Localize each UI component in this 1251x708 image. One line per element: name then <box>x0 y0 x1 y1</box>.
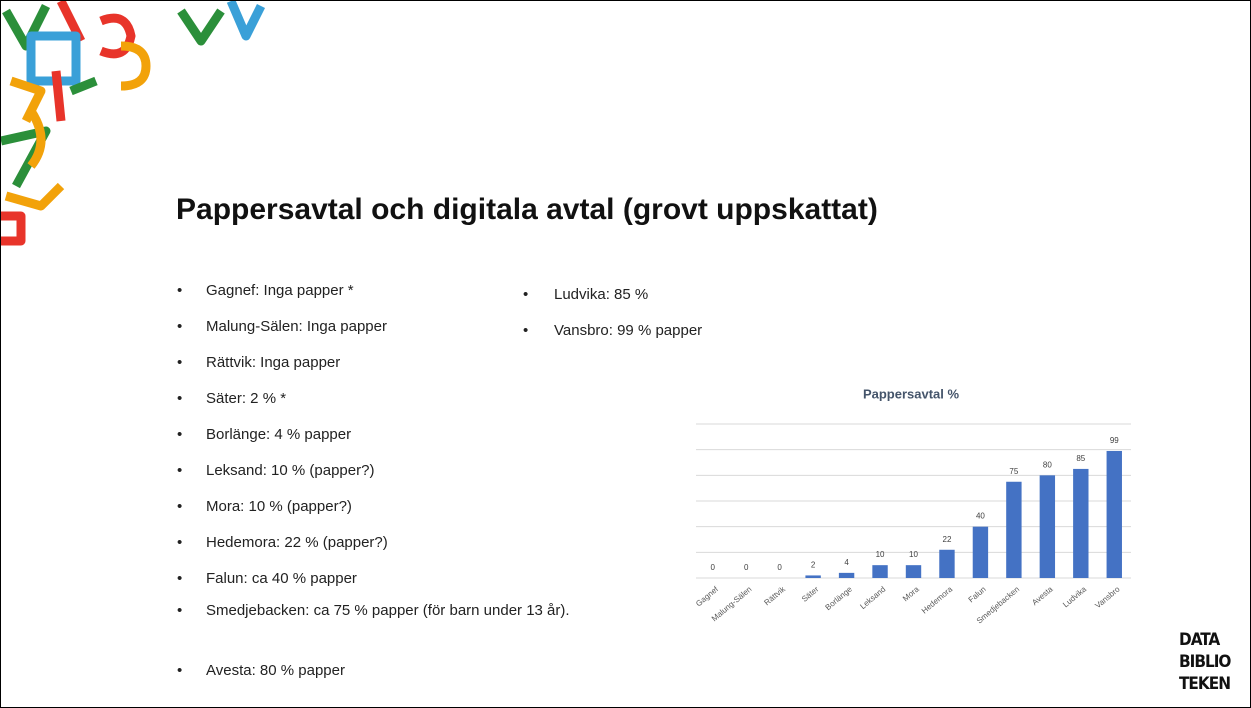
data-label: 75 <box>1009 467 1018 476</box>
bullet-text: Ludvika: 85 % <box>554 286 649 303</box>
bar <box>905 565 922 578</box>
bar <box>805 575 821 578</box>
bullet-text: Smedjebacken: ca 75 % papper (för barn u… <box>206 602 570 619</box>
data-label: 99 <box>1110 436 1119 445</box>
data-label: 85 <box>1076 454 1085 463</box>
data-label: 80 <box>1043 460 1052 469</box>
bullet-text: Gagnef: Inga papper * <box>206 282 354 299</box>
bar <box>1006 481 1022 578</box>
bullet-text: Falun: ca 40 % papper <box>206 570 357 587</box>
data-label: 10 <box>909 550 918 559</box>
bullet-text: Hedemora: 22 % (papper?) <box>206 534 388 551</box>
data-label: 22 <box>943 535 952 544</box>
bar <box>1073 468 1089 578</box>
x-tick-label: Vansbro <box>1093 584 1122 610</box>
bar <box>838 572 855 578</box>
bullet: • <box>177 426 183 443</box>
chart-title: Pappersavtal % <box>863 386 960 401</box>
data-label: 0 <box>744 563 749 572</box>
bullet: • <box>177 662 183 679</box>
bullet: • <box>523 286 529 303</box>
logo-line: DATA <box>1179 630 1220 650</box>
data-label: 4 <box>844 558 849 567</box>
bar <box>872 565 888 578</box>
bar <box>1039 475 1056 578</box>
bullet: • <box>177 282 183 299</box>
x-tick-label: Hedemora <box>920 584 955 615</box>
x-tick-label: Mora <box>901 584 921 603</box>
x-tick-label: Ludvika <box>1061 584 1088 609</box>
x-tick-label: Borlänge <box>824 584 855 612</box>
x-tick-label: Gagnef <box>694 584 720 608</box>
bullet-text: Leksand: 10 % (papper?) <box>206 462 375 479</box>
bullet-text: Säter: 2 % * <box>206 390 287 407</box>
bullet: • <box>177 318 183 335</box>
bar <box>939 549 955 578</box>
chart: Pappersavtal % 0Gagnef0Malung-Sälen0Rätt… <box>694 386 1131 626</box>
bullet-text: Avesta: 80 % papper <box>206 662 345 679</box>
x-tick-label: Avesta <box>1030 584 1055 607</box>
x-tick-label: Falun <box>967 585 988 605</box>
logo-line: BIBLIO <box>1179 652 1231 672</box>
bullet: • <box>177 570 183 587</box>
slide-title: Pappersavtal och digitala avtal (grovt u… <box>176 193 878 226</box>
logo-line: TEKEN <box>1179 674 1231 694</box>
bullet: • <box>177 354 183 371</box>
bullet-text: Borlänge: 4 % papper <box>206 426 352 443</box>
bullet-text: Vansbro: 99 % papper <box>554 322 703 339</box>
bullet-text: Mora: 10 % (papper?) <box>206 498 352 515</box>
bar <box>972 526 989 578</box>
data-label: 0 <box>711 563 716 572</box>
data-label: 40 <box>976 512 985 521</box>
bullet: • <box>523 322 529 339</box>
bar <box>1106 450 1122 578</box>
bullet-text: Malung-Sälen: Inga papper <box>206 318 387 335</box>
x-tick-label: Rättvik <box>762 584 787 607</box>
logo: DATA BIBLIO TEKEN <box>1179 629 1233 695</box>
bullet: • <box>177 534 183 551</box>
x-tick-label: Leksand <box>858 585 887 611</box>
x-tick-label: Säter <box>800 584 821 603</box>
bullet: • <box>177 462 183 479</box>
decoration <box>1 1 266 246</box>
data-label: 2 <box>811 560 816 569</box>
bullet: • <box>177 390 183 407</box>
data-label: 0 <box>777 563 782 572</box>
bullet: • <box>177 602 183 619</box>
bullet: • <box>177 498 183 515</box>
data-label: 10 <box>876 550 885 559</box>
bullet-text: Rättvik: Inga papper <box>206 354 341 371</box>
